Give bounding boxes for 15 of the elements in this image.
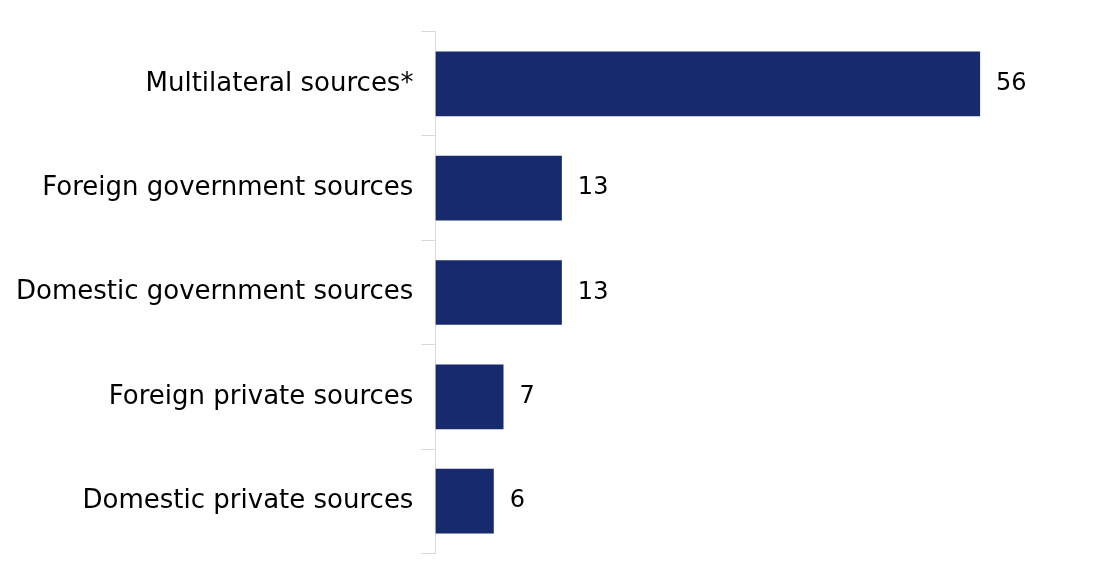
- data-label: 6: [509, 485, 526, 514]
- bar: [435, 364, 504, 430]
- y-tick-label: Foreign private sources: [108, 379, 414, 410]
- y-tick-label: Foreign government sources: [42, 170, 414, 201]
- data-label: 13: [577, 172, 609, 201]
- bar: [435, 51, 981, 117]
- y-tick-label: Multilateral sources*: [145, 66, 414, 97]
- bar: [435, 468, 494, 534]
- bar: [435, 155, 562, 221]
- y-tick-label: Domestic private sources: [82, 483, 414, 514]
- data-label: 7: [519, 381, 535, 410]
- y-tick-label: Domestic government sources: [15, 275, 414, 306]
- data-label: 13: [577, 276, 609, 305]
- data-label: 56: [996, 68, 1027, 97]
- bar: [435, 260, 562, 325]
